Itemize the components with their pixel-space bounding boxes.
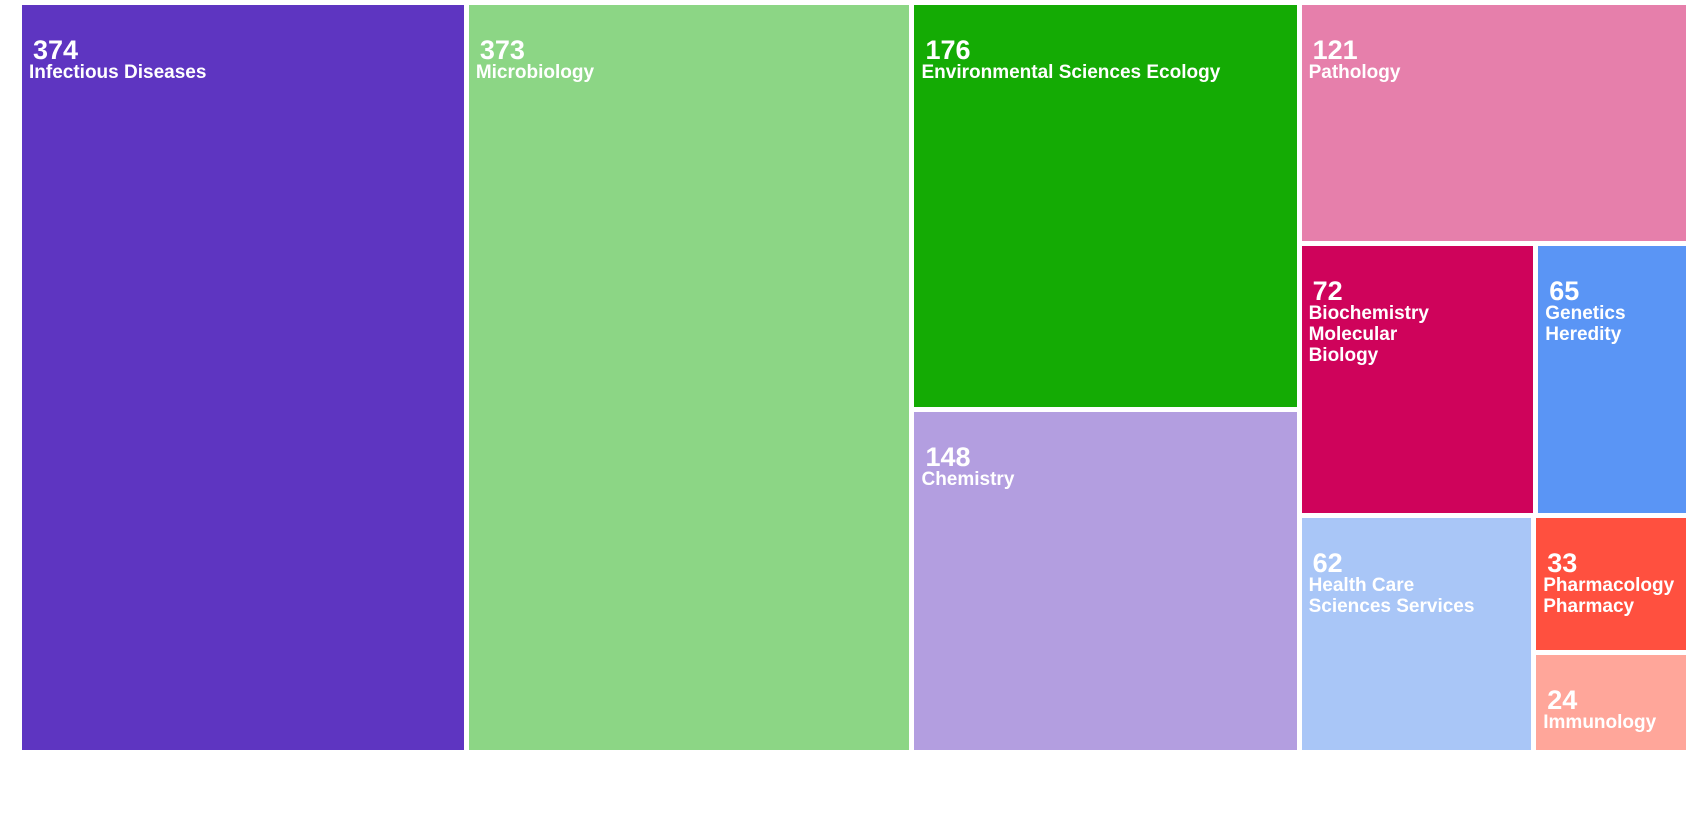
tile-label: Environmental Sciences Ecology xyxy=(921,62,1221,83)
tile-label: Infectious Diseases xyxy=(29,62,207,83)
tile-value: 176 xyxy=(925,35,971,65)
tile-value: 24 xyxy=(1547,685,1578,716)
treemap-tile[interactable]: 148 Chemistry xyxy=(914,412,1297,750)
tile-label: Pathology xyxy=(1308,62,1401,83)
treemap-tile[interactable]: 33 Pharmacology Pharmacy xyxy=(1536,518,1686,651)
tile-label: Pharmacology Pharmacy xyxy=(1543,575,1675,618)
tile-value: 72 xyxy=(1312,275,1343,306)
tile-label: Chemistry xyxy=(921,469,1015,491)
tile-label: Biochemistry Molecular Biology xyxy=(1308,302,1429,366)
tile-value: 121 xyxy=(1312,35,1358,65)
treemap-tile[interactable]: 176 Environmental Sciences Ecology xyxy=(914,5,1297,408)
treemap-tile[interactable]: 121 Pathology xyxy=(1301,5,1686,241)
tile-value: 148 xyxy=(925,442,971,473)
tile-label: Health Care Sciences Services xyxy=(1308,575,1475,618)
tile-value: 65 xyxy=(1549,275,1580,306)
treemap-tile[interactable]: 374 Infectious Diseases xyxy=(22,5,464,750)
tile-value: 373 xyxy=(479,35,525,65)
tile-label: Genetics Heredity xyxy=(1545,302,1626,345)
treemap-tile[interactable]: 62 Health Care Sciences Services xyxy=(1301,518,1532,750)
tile-value: 33 xyxy=(1547,548,1578,579)
treemap-tile[interactable]: 65 Genetics Heredity xyxy=(1538,245,1686,514)
tile-value: 62 xyxy=(1312,548,1343,579)
treemap-tile[interactable]: 72 Biochemistry Molecular Biology xyxy=(1301,245,1534,514)
treemap-tile[interactable]: 24 Immunology xyxy=(1536,655,1686,750)
tile-label: Microbiology xyxy=(475,62,595,83)
treemap-tile[interactable]: 373 Microbiology xyxy=(468,5,910,750)
tile-value: 374 xyxy=(33,35,79,65)
tile-label: Immunology xyxy=(1543,712,1657,734)
